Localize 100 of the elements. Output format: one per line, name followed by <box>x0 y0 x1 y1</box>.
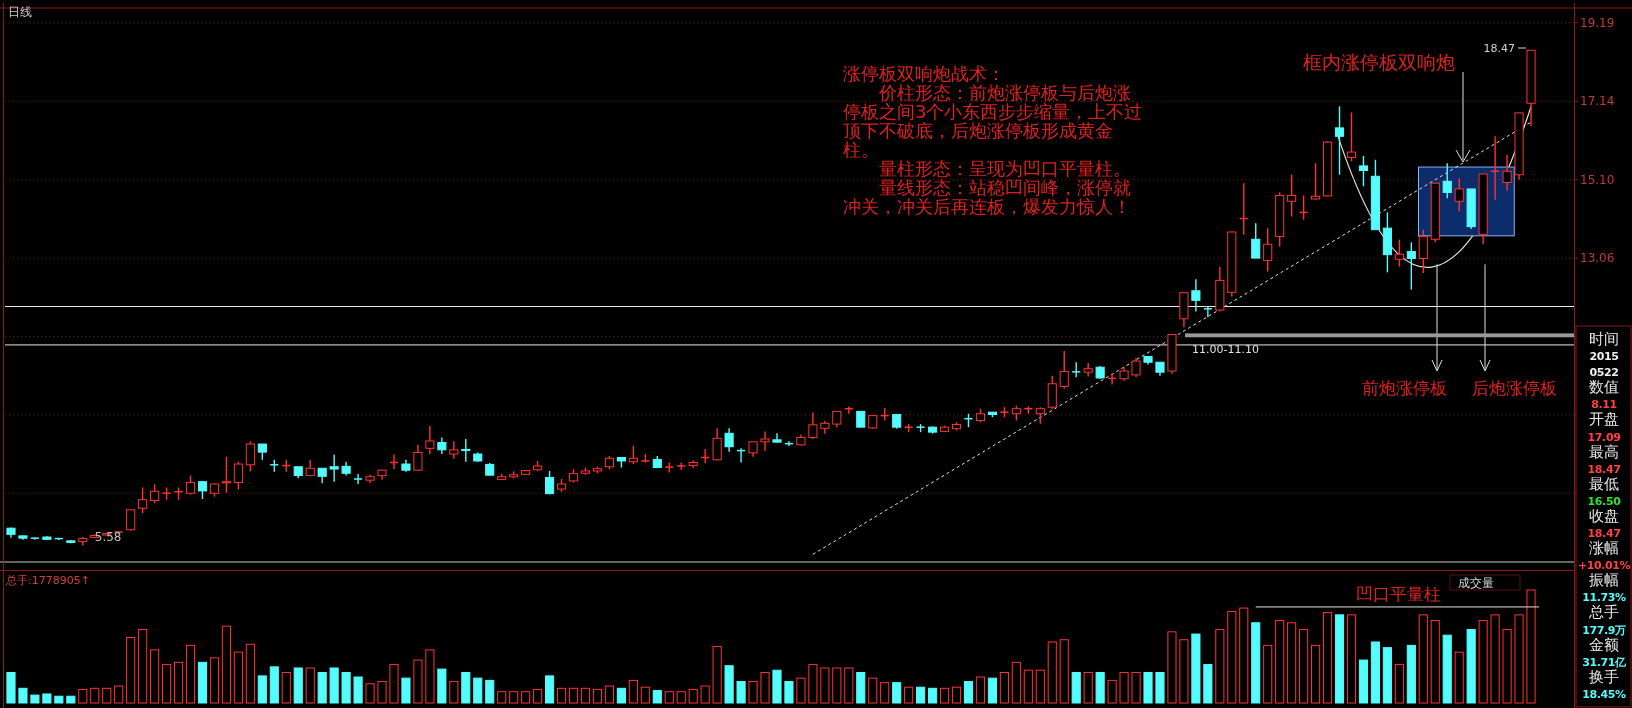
bar <box>233 651 243 704</box>
bar <box>1179 639 1189 704</box>
bar <box>317 671 327 704</box>
candlestick <box>1311 162 1321 201</box>
bar <box>616 687 626 704</box>
bar <box>377 681 387 704</box>
bar <box>18 687 28 704</box>
bar <box>1466 629 1476 704</box>
bar <box>820 667 830 704</box>
bar <box>1394 664 1404 704</box>
bar <box>760 671 770 704</box>
bar <box>1370 641 1380 704</box>
bar <box>102 687 112 704</box>
bar <box>114 685 124 704</box>
text: 2015 <box>1589 350 1619 364</box>
bar <box>6 671 16 704</box>
candlestick <box>1047 374 1057 410</box>
text: 涨幅 <box>1589 539 1619 558</box>
bar <box>185 644 196 704</box>
bar <box>604 685 614 704</box>
bar <box>221 625 231 704</box>
annotation: 5.58 <box>94 530 122 544</box>
candlestick <box>233 461 243 491</box>
bar <box>700 685 710 704</box>
bar <box>329 667 339 704</box>
bar <box>568 687 579 704</box>
candlestick <box>353 473 363 485</box>
bar <box>42 693 52 704</box>
candlestick <box>772 432 782 444</box>
bar <box>1406 644 1416 704</box>
bar <box>868 677 878 704</box>
bar <box>209 657 220 704</box>
bar <box>1251 622 1261 704</box>
chart-title: 总手:1778905↑ <box>5 574 90 587</box>
candlestick <box>138 486 148 514</box>
bar <box>1203 664 1213 704</box>
bar <box>509 691 519 704</box>
bar <box>269 666 279 704</box>
bar <box>916 686 926 704</box>
bar <box>425 649 435 704</box>
text: 最高 <box>1589 442 1619 461</box>
bar <box>257 675 267 704</box>
candlestick <box>413 444 423 472</box>
candlestick <box>1287 174 1297 218</box>
bar <box>856 671 866 704</box>
bar <box>1191 633 1201 704</box>
bar <box>245 643 255 704</box>
y-tick-label: 19.19 <box>1580 15 1615 30</box>
candlestick <box>1502 154 1512 192</box>
text: 总手 <box>1588 603 1619 622</box>
bar <box>173 661 184 704</box>
bar <box>545 675 555 704</box>
bar <box>1418 614 1428 704</box>
candlestick <box>425 425 435 455</box>
annotation: 18.47 <box>1483 42 1516 55</box>
annotation: 后炮涨停板 <box>1472 378 1557 398</box>
bar <box>640 686 650 704</box>
candlestick <box>1358 155 1369 187</box>
text: 数值 <box>1589 378 1619 397</box>
bar <box>772 669 782 704</box>
bar <box>676 691 686 704</box>
bar <box>1490 614 1500 704</box>
bar <box>652 690 662 704</box>
text: 18.47 <box>1587 527 1621 541</box>
bar <box>1227 610 1237 704</box>
bar <box>580 687 591 704</box>
annotation: 凹口平量柱 <box>1356 584 1441 604</box>
bar <box>892 682 902 704</box>
text: 31.71亿 <box>1582 655 1628 669</box>
candlestick <box>1263 227 1273 273</box>
bar <box>736 681 746 704</box>
annotation: 量柱形态：呈现为凹口平量柱。 <box>878 158 1132 179</box>
bar <box>556 687 567 704</box>
chart-title: 日线 <box>8 5 32 19</box>
text: 18.47 <box>1587 462 1621 476</box>
text: 16.50 <box>1587 494 1622 508</box>
text: 振幅 <box>1589 571 1619 590</box>
candlestick <box>1334 105 1345 176</box>
bar <box>939 687 950 704</box>
bar <box>1023 669 1033 704</box>
bar <box>1454 651 1464 704</box>
bar <box>664 691 674 704</box>
candlestick <box>449 440 459 460</box>
bar <box>1011 661 1021 704</box>
text: 时间 <box>1589 330 1619 348</box>
bar <box>784 681 794 704</box>
bar <box>1239 607 1249 704</box>
bar <box>832 667 842 704</box>
bar <box>928 687 938 704</box>
bar <box>1215 629 1225 704</box>
bar <box>437 668 447 704</box>
bar <box>1167 631 1177 704</box>
band-label: 11.00-11.10 <box>1192 343 1259 357</box>
bar <box>365 683 375 704</box>
bar <box>1083 671 1093 704</box>
candlestick <box>1059 350 1069 390</box>
bar <box>999 671 1009 704</box>
text: 11.73% <box>1582 591 1627 605</box>
bar <box>628 679 638 704</box>
bar <box>975 676 986 704</box>
